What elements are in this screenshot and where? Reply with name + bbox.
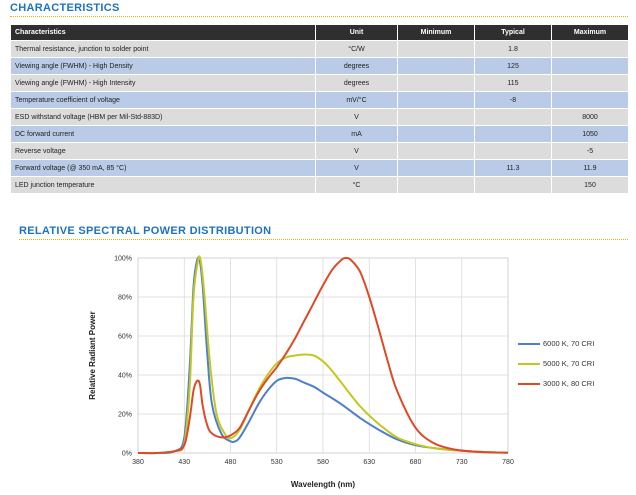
table-row: Viewing angle (FWHM) - High Intensity deg…	[10, 74, 629, 92]
table-cell: -8	[474, 91, 552, 109]
table-cell	[397, 176, 475, 194]
characteristics-title: CHARACTERISTICS	[10, 2, 120, 14]
column-header: Characteristics	[10, 24, 316, 41]
table-cell	[397, 108, 475, 126]
table-row: Reverse voltage V -5	[10, 142, 629, 160]
y-tick-label: 20%	[118, 412, 132, 419]
table-cell: °C/W	[315, 40, 398, 58]
legend-swatch	[518, 363, 540, 366]
table-cell	[397, 74, 475, 92]
table-row: LED junction temperature °C 150	[10, 176, 629, 194]
table-row: Temperature coefficient of voltage mV/°C -…	[10, 91, 629, 109]
x-tick-label: 430	[178, 459, 190, 466]
legend-label: 5000 K, 70 CRI	[543, 359, 595, 368]
legend-label: 6000 K, 70 CRI	[543, 339, 595, 348]
column-header: Minimum	[397, 24, 475, 41]
table-row: ESD withstand voltage (HBM per Mil-Std-8…	[10, 108, 629, 126]
x-tick-label: 380	[132, 459, 144, 466]
table-cell	[397, 125, 475, 143]
table-cell	[551, 91, 629, 109]
y-tick-label: 60%	[118, 334, 132, 341]
characteristics-table: Characteristics Unit Minimum Typical Max…	[10, 24, 629, 194]
table-cell: Reverse voltage	[10, 142, 316, 160]
x-tick-label: 730	[456, 459, 468, 466]
table-cell: 11.9	[551, 159, 629, 177]
legend-item: 5000 K, 70 CRI	[518, 359, 594, 368]
spectral-divider	[19, 239, 628, 240]
table-cell	[397, 159, 475, 177]
table-row: Thermal resistance, junction to solder p…	[10, 40, 629, 58]
table-cell: 150	[551, 176, 629, 194]
series-line	[137, 256, 509, 455]
table-cell: LED junction temperature	[10, 176, 316, 194]
table-cell: -5	[551, 142, 629, 160]
table-cell: 115	[474, 74, 552, 92]
legend-item: 3000 K, 80 CRI	[518, 379, 594, 388]
column-header: Typical	[474, 24, 552, 41]
table-cell	[397, 40, 475, 58]
legend-item: 6000 K, 70 CRI	[518, 339, 594, 348]
table-cell: 125	[474, 57, 552, 75]
series-line	[137, 256, 509, 455]
table-row: Forward voltage (@ 350 mA, 85 °C) V 11.3 11…	[10, 159, 629, 177]
table-cell: mV/°C	[315, 91, 398, 109]
table-cell: 1.8	[474, 40, 552, 58]
table-cell: 1050	[551, 125, 629, 143]
table-cell: degrees	[315, 57, 398, 75]
x-tick-label: 580	[317, 459, 329, 466]
y-tick-label: 100%	[114, 256, 132, 263]
x-tick-label: 680	[410, 459, 422, 466]
legend-label: 3000 K, 80 CRI	[543, 379, 595, 388]
table-cell: V	[315, 108, 398, 126]
table-cell	[474, 142, 552, 160]
table-cell: ESD withstand voltage (HBM per Mil-Std-8…	[10, 108, 316, 126]
x-axis-label: Wavelength (nm)	[291, 480, 355, 489]
table-cell: DC forward current	[10, 125, 316, 143]
x-tick-label: 630	[363, 459, 375, 466]
table-cell	[474, 176, 552, 194]
x-tick-label: 780	[502, 459, 514, 466]
table-cell	[397, 142, 475, 160]
table-cell	[474, 108, 552, 126]
table-cell	[397, 57, 475, 75]
y-tick-label: 0%	[122, 451, 132, 458]
legend-swatch	[518, 343, 540, 346]
column-header: Maximum	[551, 24, 629, 41]
table-cell	[551, 74, 629, 92]
table-cell	[551, 40, 629, 58]
spectral-chart: 0% 20% 40% 60% 80% 100% 380 430 480 530 580 630 680…	[88, 255, 514, 489]
y-tick-label: 80%	[118, 295, 132, 302]
legend-swatch	[518, 383, 540, 386]
spectral-title: RELATIVE SPECTRAL POWER DISTRIBUTION	[19, 225, 272, 237]
table-cell: 11.3	[474, 159, 552, 177]
series-line	[137, 255, 509, 455]
table-row: DC forward current mA 1050	[10, 125, 629, 143]
table-cell: Forward voltage (@ 350 mA, 85 °C)	[10, 159, 316, 177]
table-cell: Viewing angle (FWHM) - High Intensity	[10, 74, 316, 92]
table-cell: V	[315, 142, 398, 160]
table-cell: Temperature coefficient of voltage	[10, 91, 316, 109]
table-cell: mA	[315, 125, 398, 143]
table-cell: V	[315, 159, 398, 177]
table-row: Viewing angle (FWHM) - High Density degre…	[10, 57, 629, 75]
table-cell	[474, 125, 552, 143]
table-cell: 8000	[551, 108, 629, 126]
table-cell	[397, 91, 475, 109]
table-cell: °C	[315, 176, 398, 194]
table-cell: degrees	[315, 74, 398, 92]
characteristics-divider	[10, 16, 628, 17]
table-cell: Thermal resistance, junction to solder p…	[10, 40, 316, 58]
x-tick-label: 530	[271, 459, 283, 466]
y-axis-label: Relative Radiant Power	[88, 311, 97, 399]
table-header-row: Characteristics Unit Minimum Typical Max…	[10, 24, 629, 41]
y-tick-label: 40%	[118, 373, 132, 380]
x-tick-label: 480	[225, 459, 237, 466]
column-header: Unit	[315, 24, 398, 41]
table-cell: Viewing angle (FWHM) - High Density	[10, 57, 316, 75]
table-cell	[551, 57, 629, 75]
